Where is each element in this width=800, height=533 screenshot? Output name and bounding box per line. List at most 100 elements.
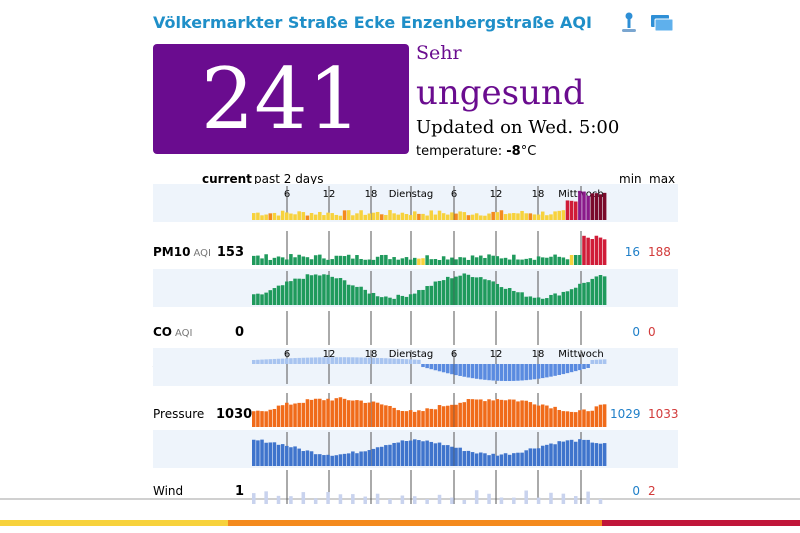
pm25-bar	[516, 213, 520, 220]
pm25-bar	[297, 211, 301, 220]
pm10-bar	[499, 258, 504, 265]
humidity-bar	[412, 439, 417, 466]
no2-bar	[384, 296, 388, 305]
no2-bar	[507, 288, 512, 305]
pm25-bar	[272, 212, 277, 220]
pressure-bar	[429, 408, 434, 427]
humidity-bar	[371, 448, 376, 466]
pm25-bar	[359, 210, 363, 220]
pressure-bar	[602, 404, 607, 427]
temp-bar	[499, 364, 504, 381]
pressure-bar	[565, 411, 570, 427]
pm25-bar	[371, 212, 376, 220]
pm25-bar	[301, 212, 306, 220]
pressure-bar	[479, 399, 483, 427]
humidity-bar	[512, 453, 516, 466]
humidity-bar	[479, 452, 483, 466]
pm25-bar	[280, 210, 285, 220]
pressure-bar	[367, 402, 372, 427]
pm25-bar	[590, 193, 595, 220]
pm25-bar	[326, 212, 330, 220]
pressure-bar	[520, 400, 524, 427]
humidity-bar	[260, 439, 264, 466]
temp-bar	[346, 357, 351, 364]
no2-bar	[351, 285, 355, 305]
temp-bar	[276, 358, 281, 364]
row-min-pm10: 16	[624, 245, 640, 259]
temp-bar	[417, 359, 421, 364]
row-background	[153, 348, 678, 386]
share-icon[interactable]	[616, 10, 642, 36]
wind-bar	[598, 499, 603, 504]
pm10-bar	[573, 255, 578, 265]
pm25-bar	[598, 194, 603, 220]
no2-bar	[557, 295, 561, 305]
no2-bar	[565, 291, 570, 305]
row-current-pressure: 1030	[216, 407, 253, 422]
pm25-bar	[437, 210, 442, 220]
no2-bar	[396, 294, 401, 305]
wind-bar	[437, 494, 442, 504]
temp-bar	[260, 359, 264, 364]
pm10-bar	[313, 255, 318, 265]
wind-bar	[301, 492, 306, 504]
no2-bar	[454, 276, 458, 305]
pressure-bar	[561, 411, 566, 427]
pressure-bar	[578, 410, 582, 427]
station-title[interactable]: Völkermarkter Straße Ecke Enzenbergstraß…	[153, 13, 592, 32]
wind-bar	[524, 490, 528, 504]
pressure-bar	[450, 404, 454, 427]
pm10-bar	[342, 256, 347, 265]
humidity-bar	[582, 439, 586, 466]
pressure-bar	[351, 400, 355, 427]
pm10-bar	[305, 257, 310, 265]
pressure-bar	[289, 404, 293, 427]
temp-bar	[375, 357, 380, 364]
humidity-bar	[553, 444, 557, 466]
pressure-bar	[256, 410, 260, 427]
humidity-bar	[565, 440, 570, 466]
no2-bar	[305, 274, 310, 305]
temp-bar	[532, 364, 537, 380]
pm25-bar	[470, 214, 475, 220]
no2-bar	[528, 296, 533, 305]
no2-bar	[417, 290, 421, 305]
wind-bar	[388, 499, 392, 504]
temp-bar	[256, 359, 260, 364]
pressure-bar	[371, 401, 376, 427]
pressure-bar	[285, 402, 289, 427]
pm10-bar	[429, 259, 434, 265]
wind-bar	[474, 490, 479, 504]
no2-bar	[450, 278, 454, 305]
windows-icon[interactable]	[648, 10, 674, 36]
pressure-bar	[309, 399, 314, 427]
pm10-bar	[462, 257, 467, 265]
pressure-bar	[462, 402, 467, 427]
pressure-bar	[573, 412, 578, 427]
pm25-bar	[462, 212, 467, 220]
wind-bar	[264, 491, 268, 504]
temp-bar	[268, 359, 273, 364]
humidity-bar	[346, 453, 351, 466]
no2-bar	[549, 294, 553, 305]
pm10-bar	[512, 254, 516, 265]
humidity-bar	[557, 441, 561, 466]
pm10-bar	[536, 256, 541, 265]
pm25-bar	[549, 214, 553, 220]
humidity-bar	[297, 448, 301, 466]
pressure-bar	[590, 410, 595, 427]
pm10-bar	[450, 257, 454, 265]
humidity-bar	[384, 445, 388, 466]
pm10-bar	[367, 259, 372, 265]
no2-bar	[598, 275, 603, 305]
pm10-bar	[495, 256, 500, 265]
no2-bar	[297, 278, 301, 305]
pm10-bar	[276, 256, 281, 265]
no2-bar	[334, 278, 339, 305]
temp-bar	[359, 357, 363, 364]
temp-bar	[342, 357, 347, 364]
pm25-bar	[507, 213, 512, 220]
temp-bar	[264, 359, 268, 364]
pm10-bar	[396, 259, 401, 265]
pressure-bar	[458, 402, 462, 427]
